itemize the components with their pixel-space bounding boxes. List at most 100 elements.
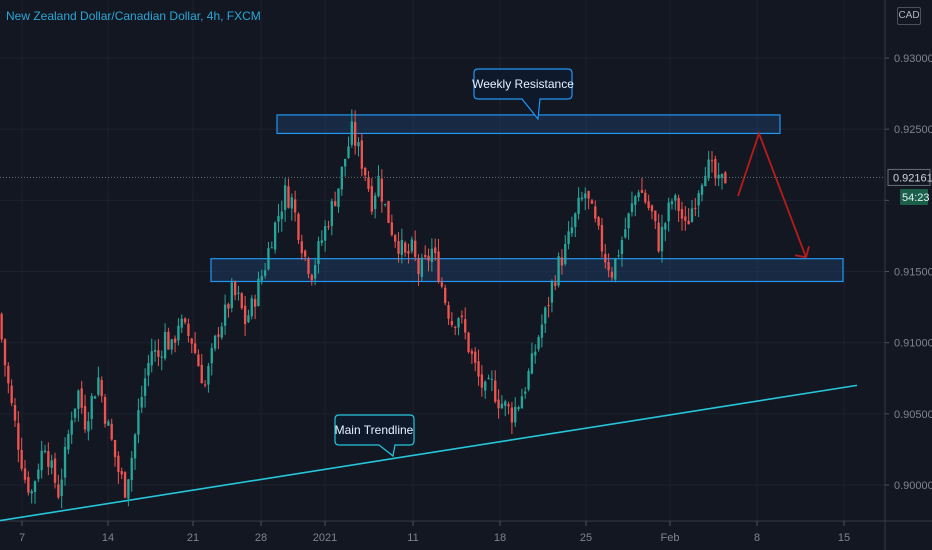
candle-body	[67, 433, 70, 450]
candle-body	[440, 282, 444, 287]
candle-body	[670, 201, 674, 205]
candle-body	[170, 339, 173, 350]
x-tick-label: 14	[102, 532, 114, 544]
candle-body	[237, 292, 240, 294]
candle-body	[510, 407, 514, 423]
candle-body	[267, 248, 270, 270]
candle-body	[133, 434, 137, 459]
candle-body	[427, 255, 430, 261]
candle-body	[297, 213, 300, 240]
candle-body	[380, 178, 384, 202]
candle-body	[470, 351, 474, 354]
candle-body	[320, 240, 323, 243]
candle-body	[720, 173, 724, 178]
candle-body	[100, 379, 103, 397]
candle-body	[704, 175, 707, 187]
candle-body	[250, 298, 253, 317]
candle-body	[657, 222, 660, 252]
candle-body	[460, 315, 464, 318]
candle-body	[350, 121, 353, 145]
candle-body	[70, 420, 73, 435]
x-tick-label: 15	[838, 532, 850, 544]
candle-body	[230, 282, 233, 309]
candle-body	[580, 197, 584, 200]
candle-body	[360, 140, 363, 169]
candle-body	[137, 410, 140, 435]
candle-body	[564, 243, 567, 265]
candle-body	[464, 319, 467, 333]
candle-body	[273, 222, 277, 250]
candle-body	[247, 315, 250, 323]
weekly-resistance-zone	[276, 114, 781, 135]
last-price-tag	[887, 168, 931, 186]
candle-body	[644, 192, 647, 203]
candle-body	[504, 401, 507, 406]
candle-body	[474, 351, 477, 363]
candle-body	[367, 177, 370, 189]
candle-body	[300, 241, 303, 254]
candle-body	[697, 193, 700, 206]
candle-body	[467, 332, 470, 352]
candle-body	[714, 159, 717, 179]
candle-body	[620, 240, 624, 255]
candle-body	[487, 378, 490, 380]
candle-body	[604, 253, 607, 263]
candle-body	[674, 195, 677, 201]
candle-body	[607, 262, 610, 271]
candle-body	[520, 396, 524, 409]
candle-body	[167, 331, 170, 350]
candle-body	[47, 451, 50, 467]
candle-body	[17, 423, 20, 450]
candle-body	[687, 220, 690, 225]
symbol-title: New Zealand Dollar/Canadian Dollar, 4h, …	[6, 9, 261, 23]
candle-body	[530, 353, 534, 374]
candle-body	[717, 174, 720, 179]
candle-body	[333, 201, 337, 206]
support-zone	[210, 258, 844, 283]
candle-body	[567, 231, 570, 244]
candle-body	[724, 172, 727, 184]
candle-body	[517, 407, 520, 410]
currency-badge[interactable]: CAD	[897, 7, 921, 25]
candle-body	[677, 197, 680, 211]
last-price-layer: 0.92161 54:23	[0, 168, 932, 205]
candle-body	[540, 324, 544, 338]
candle-body	[280, 211, 283, 219]
candle-body	[227, 304, 230, 309]
candle-body	[217, 334, 220, 337]
candle-body	[290, 197, 293, 209]
candle-body	[614, 258, 617, 280]
candle-body	[410, 239, 414, 252]
candle-body	[490, 378, 494, 380]
candle-body	[437, 251, 440, 282]
resistance-callout[interactable]: Weekly Resistance	[472, 68, 574, 121]
candle-body	[700, 185, 704, 195]
candle-body	[283, 185, 287, 211]
candle-body	[610, 271, 614, 278]
candle-body	[157, 350, 160, 357]
candle-body	[233, 281, 237, 296]
candle-body	[584, 193, 587, 199]
candle-body	[243, 305, 247, 325]
candle-body	[257, 278, 260, 306]
candle-body	[310, 274, 313, 281]
y-tick-label: 0.90500	[894, 409, 932, 421]
candle-body	[80, 388, 83, 408]
candle-body	[430, 248, 434, 262]
trendline-callout[interactable]: Main Trendline	[334, 414, 415, 458]
candle-body	[263, 270, 267, 276]
candle-body	[347, 146, 350, 158]
zones-layer	[210, 114, 844, 283]
candle-body	[223, 304, 227, 326]
candle-body	[33, 481, 37, 492]
candle-body	[680, 209, 684, 219]
candle-body	[3, 339, 7, 366]
y-axis-ticks: 0.93000 0.92500 0.91500 0.91000 0.90500 0.900…	[885, 53, 932, 492]
candle-body	[617, 255, 620, 257]
candle-body	[664, 223, 667, 230]
candle-body	[147, 363, 150, 376]
candle-body	[650, 205, 654, 212]
candle-body	[400, 239, 404, 255]
candle-body	[444, 287, 447, 304]
